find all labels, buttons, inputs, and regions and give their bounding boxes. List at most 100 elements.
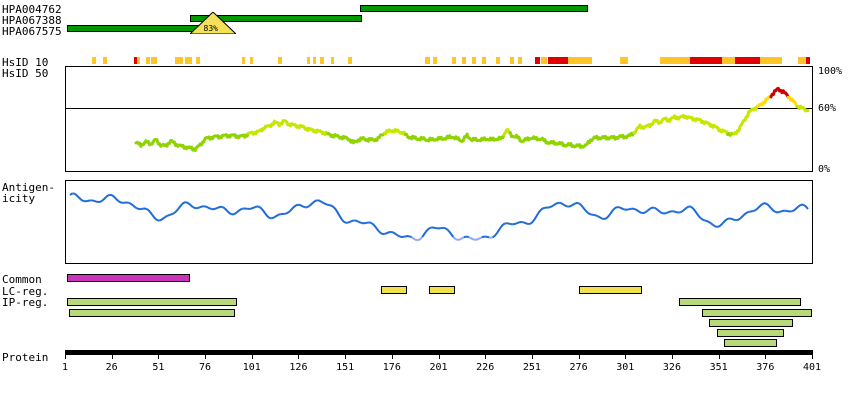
region-bar[interactable] — [709, 319, 794, 327]
antigenicity-segment — [395, 233, 398, 237]
antigenicity-segment — [177, 206, 181, 210]
antigenicity-segment — [563, 203, 566, 207]
antigenicity-segment — [696, 213, 700, 217]
antigenicity-segment — [409, 235, 413, 239]
antigenicity-segment — [294, 204, 297, 207]
antigenicity-segment — [343, 220, 346, 224]
antigenicity-segment — [795, 206, 798, 210]
antigenicity-segment — [358, 221, 361, 224]
axis-tick — [765, 355, 767, 359]
antigenicity-segment — [290, 207, 294, 211]
antigenicity-segment — [222, 206, 226, 210]
identity-band — [482, 57, 486, 64]
identity-band — [92, 57, 96, 64]
antigenicity-segment — [792, 209, 795, 213]
identity-band — [660, 57, 690, 64]
axis-label-100: 100% — [818, 66, 843, 77]
antigenicity-segment — [657, 209, 660, 212]
antigenicity-segment — [600, 217, 603, 220]
antigenicity-segment — [274, 215, 277, 218]
antigenicity-segment — [173, 211, 176, 215]
antigenicity-segment — [335, 210, 339, 214]
antigenicity-segment — [655, 207, 658, 211]
antigenicity-segment — [721, 221, 725, 225]
antigenicity-segment — [392, 231, 395, 234]
identity-band — [313, 57, 316, 64]
region-bar[interactable] — [701, 309, 812, 317]
region-bar[interactable] — [716, 329, 784, 337]
antigenicity-segment — [758, 204, 762, 208]
antigenicity-segment — [181, 202, 184, 206]
antigenicity-segment — [293, 205, 296, 208]
identity-band — [348, 57, 352, 64]
identity-band — [242, 57, 245, 64]
antigenicity-segment — [535, 213, 539, 217]
antigenicity-segment — [116, 199, 120, 203]
antigenicity-segment — [227, 211, 231, 214]
identity-band — [806, 57, 810, 64]
axis-tick-label: 151 — [336, 362, 355, 373]
identity-band — [722, 57, 735, 64]
antigenicity-segment — [291, 206, 295, 210]
antigenicity-segment — [708, 221, 711, 224]
hsid10-label: HsID 10 — [2, 56, 49, 69]
antigenicity-segment — [182, 201, 185, 205]
antigenicity-segment — [161, 217, 164, 221]
identity-band — [307, 57, 310, 64]
antigenicity-segment — [225, 208, 228, 212]
antigenicity-segment — [682, 208, 685, 212]
region-bar[interactable] — [578, 286, 643, 294]
region-bar[interactable] — [724, 339, 777, 347]
identity-band — [735, 57, 760, 64]
antigenicity-segment — [680, 210, 683, 214]
antigenicity-segment — [656, 208, 659, 211]
conservation-threshold-line — [66, 108, 812, 109]
epitope-triangle[interactable] — [189, 12, 236, 34]
identity-band — [433, 57, 437, 64]
antigenicity-segment — [553, 203, 557, 206]
antigenicity-segment — [333, 207, 337, 210]
antigenicity-segment — [766, 203, 770, 207]
axis-label-0: 0% — [818, 164, 831, 175]
antibody-bar[interactable] — [190, 15, 362, 22]
identity-band — [760, 57, 782, 64]
antigenicity-segment — [634, 208, 638, 211]
antigenicity-segment — [718, 225, 721, 228]
antigenicity-segment — [423, 231, 427, 235]
antigenicity-segment — [376, 228, 380, 232]
antigenicity-segment — [162, 217, 165, 220]
region-bar[interactable] — [679, 298, 801, 306]
axis-tick-label: 401 — [802, 362, 822, 373]
antigenicity-segment — [638, 210, 641, 214]
antigenicity-segment — [551, 204, 554, 208]
antigenicity-segment — [694, 210, 697, 214]
protein-axis-line — [65, 350, 813, 355]
antigenicity-label-line2: icity — [2, 192, 36, 205]
antigenicity-segment — [608, 213, 612, 216]
region-bar[interactable] — [429, 286, 456, 294]
antigenicity-segment — [797, 204, 801, 208]
antigenicity-segment — [450, 233, 453, 236]
antigenicity-segment — [585, 210, 589, 214]
axis-tick — [812, 355, 813, 359]
antigenicity-segment — [609, 211, 613, 215]
antigenicity-segment — [683, 207, 687, 211]
region-bar[interactable] — [380, 286, 407, 294]
antigenicity-label-line1: Antigen- — [2, 181, 55, 194]
antibody-label-3: HPA067575 — [2, 25, 62, 38]
antigenicity-segment — [637, 209, 640, 213]
antigenicity-segment — [233, 212, 236, 215]
region-bar[interactable] — [66, 274, 191, 282]
antigenicity-segment — [578, 202, 582, 206]
antigenicity-segment — [171, 212, 174, 215]
antigenicity-segment — [619, 206, 622, 209]
region-bar[interactable] — [66, 298, 237, 306]
identity-band — [462, 57, 466, 64]
antigenicity-segment — [275, 214, 278, 218]
antigenicity-segment — [398, 235, 401, 238]
antigenicity-segment — [599, 216, 602, 219]
identity-band — [103, 57, 107, 64]
antibody-bar[interactable] — [360, 5, 588, 12]
region-bar[interactable] — [68, 309, 235, 317]
antigenicity-segment — [654, 206, 657, 210]
